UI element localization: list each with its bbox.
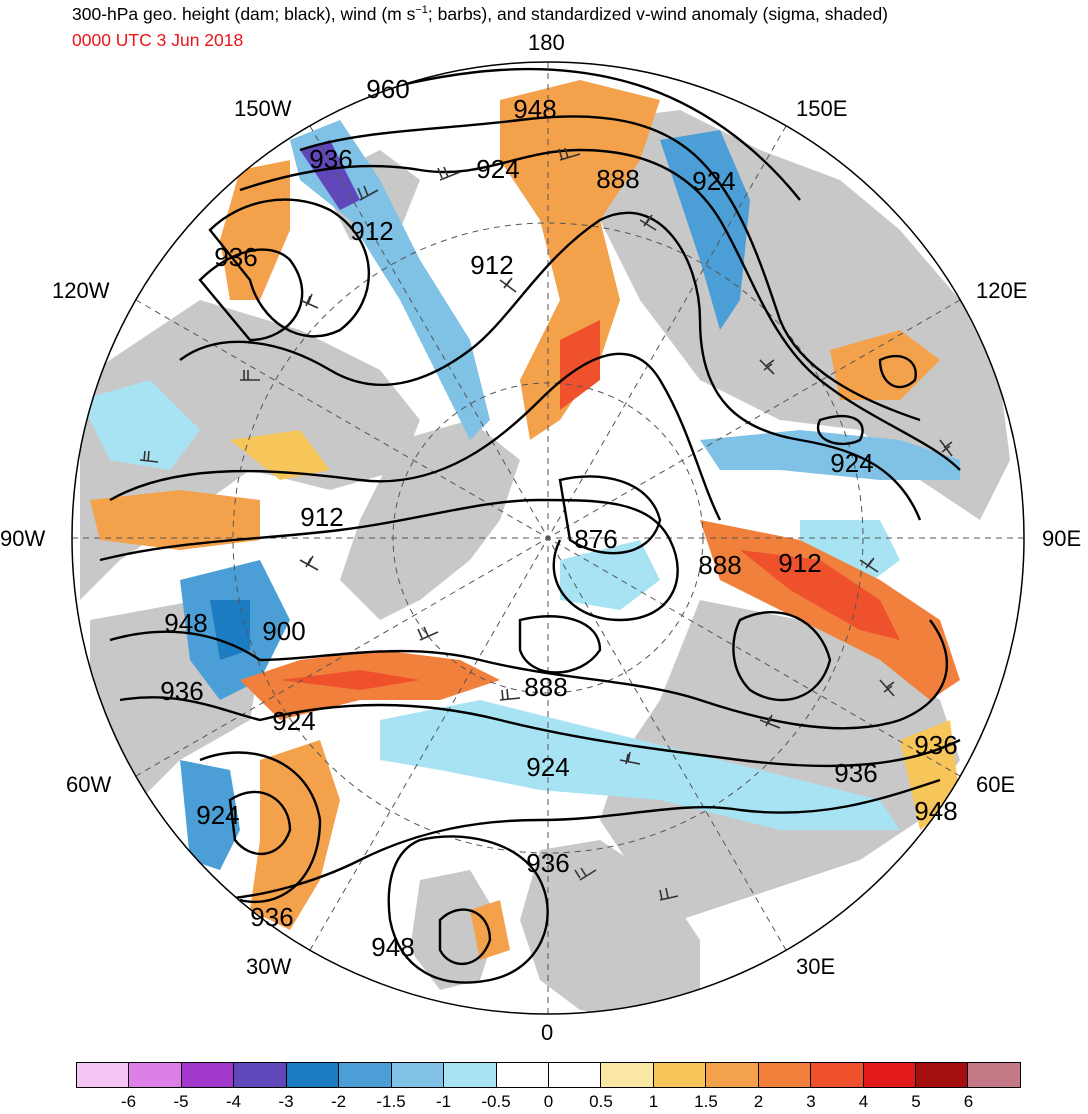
lon-label-120e: 120E <box>976 278 1028 303</box>
contour-label: 936 <box>250 902 293 932</box>
colorbar-tick-label: -1 <box>435 1092 452 1111</box>
colorbar-segment <box>601 1063 654 1087</box>
colorbar-tick-label: -1.5 <box>376 1092 406 1111</box>
colorbar-tick-label: -2 <box>330 1092 347 1111</box>
lon-label-150e: 150E <box>796 96 848 121</box>
contour-label: 948 <box>371 932 414 962</box>
contour-label: 888 <box>698 550 741 580</box>
colorbar-segment <box>968 1063 1020 1087</box>
contour-label: 948 <box>164 608 207 638</box>
colorbar-tick-label: -6 <box>120 1092 137 1111</box>
lon-label-30e: 30E <box>796 954 836 979</box>
colorbar-tick-label: -3 <box>278 1092 294 1111</box>
lon-label-120w: 120W <box>52 278 110 303</box>
contour-label: 888 <box>524 672 567 702</box>
lon-label-90e: 90E <box>1042 526 1082 551</box>
colorbar-segment <box>811 1063 864 1087</box>
colorbar-segment <box>181 1063 235 1087</box>
colorbar-ticks: -6 -5 -4 -3 -2 -1.5 -1 -0.5 0 0.5 1 1.5 2 3 4 5 6 <box>76 1092 1021 1114</box>
contour-label: 924 <box>830 448 873 478</box>
colorbar-segment <box>234 1063 287 1087</box>
colorbar-tick-label: 0.5 <box>589 1092 613 1111</box>
contour-label: 924 <box>272 706 315 736</box>
colorbar-segment <box>916 1063 969 1087</box>
colorbar-segment <box>391 1063 445 1087</box>
colorbar-segment <box>339 1063 392 1087</box>
colorbar-tick-label: 0 <box>543 1092 554 1111</box>
colorbar <box>76 1062 1021 1088</box>
figure-title: 300-hPa geo. height (dam; black), wind (… <box>72 4 889 24</box>
lon-label-60e: 60E <box>976 772 1016 797</box>
colorbar-segment <box>444 1063 497 1087</box>
height-contours <box>99 67 961 984</box>
valid-time-label: 0000 UTC 3 Jun 2018 <box>72 30 244 50</box>
contour-label: 900 <box>262 616 305 646</box>
contour-label: 912 <box>300 502 343 532</box>
contour-label: 948 <box>914 796 957 826</box>
contour-label: 936 <box>834 758 877 788</box>
lon-label-60w: 60W <box>66 772 112 797</box>
contour-label: 936 <box>214 242 257 272</box>
lon-label-180: 180 <box>528 30 565 55</box>
contour-label: 924 <box>692 166 735 196</box>
colorbar-tick-label: 6 <box>963 1092 974 1111</box>
contour-label: 912 <box>778 548 821 578</box>
colorbar-segment <box>706 1063 759 1087</box>
colorbar-tick-label: 1.5 <box>694 1092 718 1111</box>
colorbar-segment <box>286 1063 340 1087</box>
contour-label: 924 <box>196 800 239 830</box>
lon-label-30w: 30W <box>246 954 292 979</box>
contour-label: 924 <box>526 752 569 782</box>
colorbar-tick-label: 4 <box>858 1092 869 1111</box>
graticule <box>72 62 1024 1014</box>
colorbar-segment <box>548 1063 602 1087</box>
colorbar-tick-label: 2 <box>753 1092 764 1111</box>
colorbar-segment <box>129 1063 182 1087</box>
polar-map: 960 948 936 924 888 924 936 912 912 924 … <box>71 61 1025 1015</box>
contour-label: 888 <box>596 164 639 194</box>
contour-label: 912 <box>350 216 393 246</box>
colorbar-tick-label: 3 <box>806 1092 816 1111</box>
contour-label: 936 <box>160 676 203 706</box>
lon-label-150w: 150W <box>234 96 292 121</box>
contour-label: 876 <box>574 524 617 554</box>
map-boundary <box>71 61 1025 1015</box>
positive-anomaly-shading <box>90 80 960 960</box>
contour-label-group: 960 948 936 924 888 924 936 912 912 924 … <box>160 74 957 962</box>
colorbar-segment <box>653 1063 707 1087</box>
contour-label: 960 <box>366 74 409 104</box>
contour-label: 948 <box>513 94 556 124</box>
contour-label: 936 <box>309 144 352 174</box>
lon-label-90w: 90W <box>0 526 46 551</box>
contour-label: 936 <box>914 730 957 760</box>
colorbar-segment <box>863 1063 916 1087</box>
wind-barbs <box>139 147 953 901</box>
colorbar-segment <box>758 1063 812 1087</box>
contour-label: 912 <box>470 250 513 280</box>
colorbar-segment <box>496 1063 549 1087</box>
contour-label: 924 <box>476 154 519 184</box>
lon-label-0: 0 <box>541 1020 554 1045</box>
colorbar-tick-label: -4 <box>225 1092 242 1111</box>
colorbar-tick-label: -0.5 <box>481 1092 511 1111</box>
colorbar-tick-label: 1 <box>648 1092 659 1111</box>
contour-label: 936 <box>526 848 569 878</box>
colorbar-tick-label: -5 <box>173 1092 189 1111</box>
colorbar-tick-label: 5 <box>911 1092 921 1111</box>
colorbar-segment <box>77 1063 130 1087</box>
